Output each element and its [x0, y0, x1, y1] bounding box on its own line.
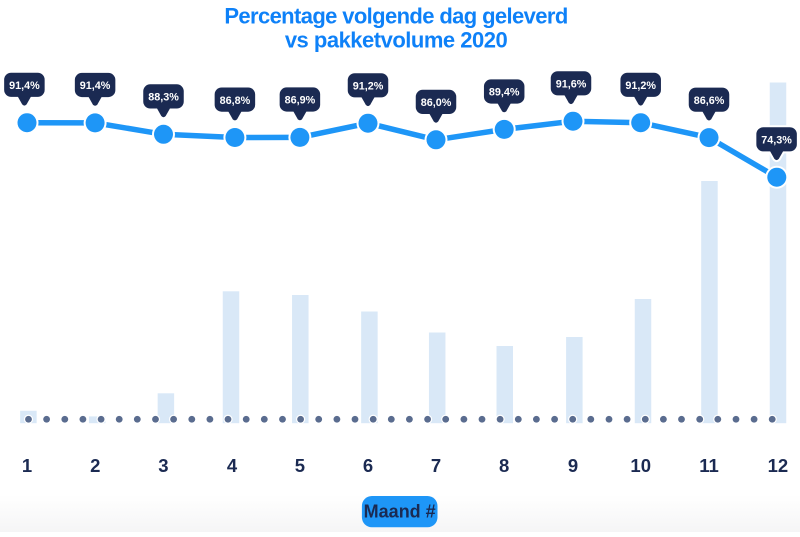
svg-text:86,6%: 86,6% — [694, 95, 725, 107]
svg-text:2: 2 — [90, 455, 100, 476]
svg-text:91,2%: 91,2% — [625, 80, 656, 92]
svg-text:86,9%: 86,9% — [285, 95, 316, 107]
svg-text:74,3%: 74,3% — [761, 135, 792, 147]
svg-text:4: 4 — [227, 455, 238, 476]
svg-text:91,6%: 91,6% — [556, 79, 587, 91]
svg-text:91,4%: 91,4% — [80, 80, 111, 92]
svg-text:91,4%: 91,4% — [9, 80, 40, 92]
svg-text:Percentage volgende dag geleve: Percentage volgende dag geleverd — [224, 4, 567, 29]
svg-text:12: 12 — [768, 455, 789, 476]
svg-text:89,4%: 89,4% — [489, 87, 520, 99]
svg-text:1: 1 — [22, 455, 32, 476]
svg-text:9: 9 — [568, 455, 578, 476]
svg-text:86,8%: 86,8% — [220, 95, 251, 107]
svg-text:3: 3 — [158, 455, 168, 476]
svg-text:6: 6 — [363, 455, 373, 476]
svg-text:88,3%: 88,3% — [148, 92, 179, 104]
svg-text:11: 11 — [699, 455, 719, 476]
svg-text:5: 5 — [295, 455, 305, 476]
svg-text:vs pakketvolume 2020: vs pakketvolume 2020 — [285, 27, 508, 52]
svg-text:10: 10 — [630, 455, 651, 476]
svg-text:Maand #: Maand # — [364, 501, 436, 521]
svg-text:8: 8 — [499, 455, 509, 476]
svg-text:86,0%: 86,0% — [421, 97, 452, 109]
svg-text:91,2%: 91,2% — [353, 81, 384, 93]
svg-text:7: 7 — [431, 455, 441, 476]
